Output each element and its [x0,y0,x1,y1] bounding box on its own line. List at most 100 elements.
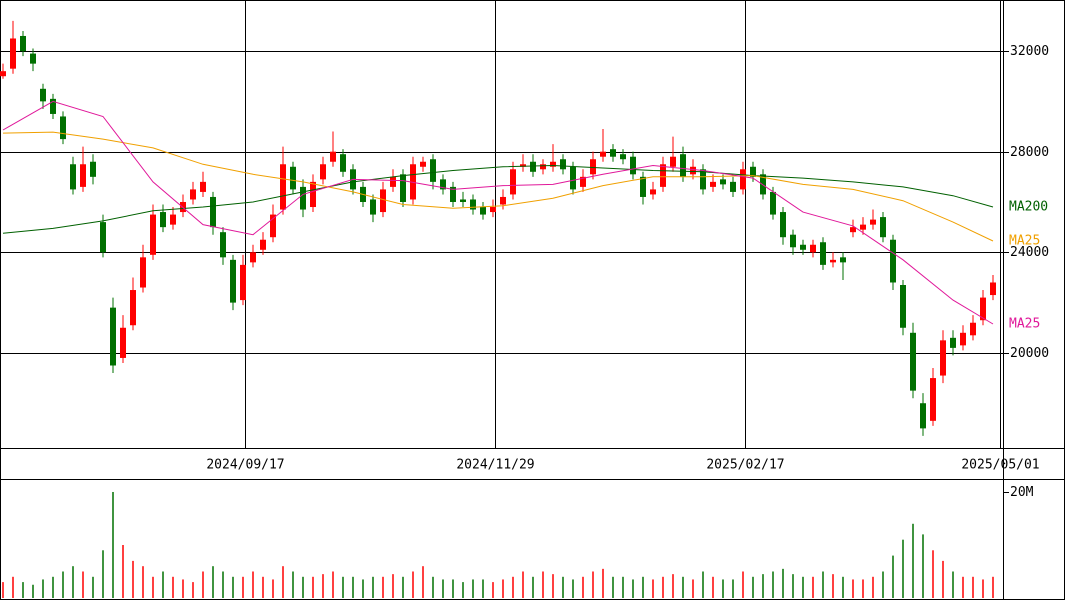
candle-body [730,181,736,192]
candle-body [300,186,306,210]
candle-body [230,259,236,303]
candle-body [400,174,406,202]
x-tick-label: 2024/11/29 [456,458,534,473]
candle-body [550,161,556,167]
candle-body [190,189,196,200]
candle-body [960,332,966,346]
candle-body [200,181,206,192]
x-tick-label: 2024/09/17 [206,458,284,473]
candle-body [480,207,486,215]
candle-body [120,327,126,358]
candle-body [470,199,476,210]
candle-body [270,214,276,238]
candle-body [890,239,896,283]
candle-body [980,297,986,321]
candle-body [330,151,336,162]
candle-body [830,259,836,263]
candle-body [260,239,266,250]
candle-body [910,332,916,391]
candle-body [950,337,956,348]
candle-body [490,207,496,213]
candle-body [140,257,146,288]
candle-body [840,257,846,263]
candle-body [650,189,656,195]
candle-body [710,181,716,187]
candle-body [420,161,426,167]
candle-body [810,244,816,253]
candle-body [690,166,696,175]
x-tick-label: 2025/02/17 [706,458,784,473]
candle-body [70,164,76,190]
candle-body [90,161,96,177]
candle-body [40,88,46,102]
candle-body [670,156,676,167]
candle-body [740,169,746,190]
candle-body [250,252,256,263]
candle-body [320,164,326,180]
candle-body [940,340,946,376]
candle-body [240,264,246,301]
candle-body [130,290,136,326]
candle-body [460,199,466,202]
candle-body [580,176,586,187]
candle-body [540,164,546,170]
y-tick-label: 28000 [1010,145,1049,160]
candle-body [850,227,856,233]
candle-body [430,159,436,182]
candle-body [220,232,226,258]
candle-body [790,234,796,248]
candle-body [990,282,996,296]
candle-body [620,154,626,160]
candle-body [930,378,936,421]
candle-body [440,179,446,190]
candle-body [520,164,526,167]
moving-average-line [2,164,994,234]
candle-body [510,169,516,195]
candle-body [110,307,116,366]
candle-body [150,214,156,255]
candle-body [720,179,726,185]
candle-body [560,159,566,170]
candle-body [390,176,396,187]
candle-body [700,169,706,190]
candle-body [450,186,456,202]
candle-body [0,71,6,77]
candle-body [900,284,906,328]
moving-average-label: MA25 [1009,233,1040,248]
volume-tick-label: 20M [1010,485,1034,500]
candle-body [30,53,36,64]
y-tick-label: 20000 [1010,346,1049,361]
moving-average-label: MA25 [1009,316,1040,331]
candle-body [600,151,606,157]
candle-body [10,38,16,69]
y-tick-label: 32000 [1010,44,1049,59]
candle-body [680,154,686,177]
x-tick-label: 2025/05/01 [961,458,1039,473]
candle-body [770,191,776,215]
candle-body [100,222,106,253]
candle-body [160,212,166,228]
candle-body [50,98,56,114]
candle-body [210,196,216,228]
candle-body [870,219,876,225]
candle-body [530,161,536,172]
candle-body [860,224,866,230]
candle-body [290,166,296,190]
candle-body [640,176,646,197]
candle-body [340,154,346,172]
candle-body [80,164,86,187]
candle-body [750,166,756,177]
candle-body [660,164,666,187]
candle-body [570,166,576,190]
candle-body [60,116,66,140]
candle-body [800,244,806,250]
candle-body [170,214,176,225]
candle-body [500,196,506,205]
candle-body [820,242,826,265]
candle-body [370,199,376,215]
candle-body [780,212,786,238]
moving-average-line [2,131,994,242]
moving-average-label: MA200 [1009,200,1048,215]
candle-body [310,181,316,208]
candle-body [610,149,616,157]
